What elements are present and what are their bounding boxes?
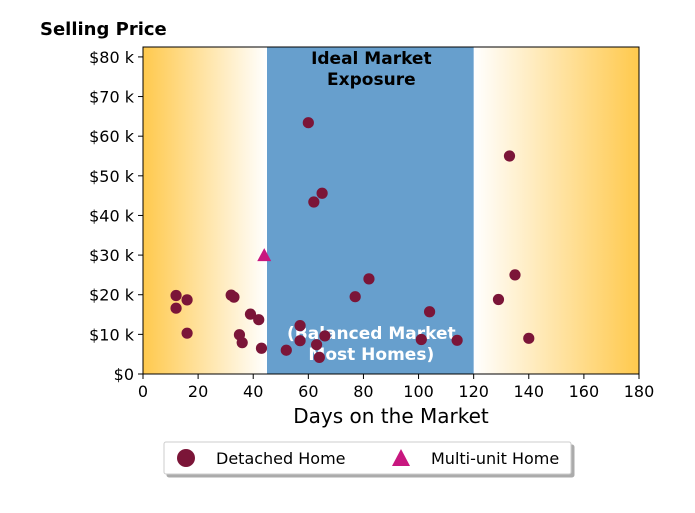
legend-label-detached-home: Detached Home: [216, 449, 346, 468]
y-tick-label: $20 k: [89, 286, 135, 305]
data-point-detached-22: [415, 333, 427, 346]
y-tick-label: $30 k: [89, 246, 135, 265]
data-point-detached-7: [236, 337, 248, 349]
x-tick-label: 20: [188, 382, 208, 401]
data-point-detached-10: [255, 342, 268, 354]
data-point-detached-26: [503, 150, 516, 162]
data-point-detached-20: [349, 291, 361, 303]
x-tick-label: 140: [514, 382, 545, 401]
y-tick-label: $50 k: [89, 167, 135, 186]
legend-box: [163, 441, 572, 475]
data-points: [170, 117, 535, 363]
data-point-detached-12: [294, 320, 306, 332]
data-point-detached-16: [311, 339, 323, 351]
x-tick-label: 60: [298, 382, 318, 401]
legend: Detached Home Multi-unit Home: [163, 441, 572, 475]
data-point-detached-21: [363, 273, 375, 285]
data-point-detached-14: [302, 117, 314, 129]
data-point-detached-8: [244, 308, 257, 320]
plot-frame: [142, 46, 640, 375]
y-tick-label: $60 k: [89, 127, 135, 146]
x-axis: 0 20 40 60 80 100 120 140 160 180: [138, 374, 654, 401]
region-label-top: Ideal Market Exposure: [311, 49, 432, 90]
legend-label-multi-unit-home: Multi-unit Home: [431, 449, 559, 468]
data-point-detached-23: [423, 306, 436, 318]
data-point-detached-27: [509, 269, 521, 281]
x-tick-label: 180: [624, 382, 655, 401]
data-point-detached-3: [181, 327, 193, 339]
data-point-detached-24: [451, 334, 463, 346]
x-tick-label: 120: [458, 382, 489, 401]
legend-marker-multi-unit-home: [392, 449, 410, 466]
x-axis-label: Days on the Market: [293, 404, 489, 428]
y-tick-label: $80 k: [89, 48, 135, 67]
data-point-detached-11: [280, 344, 292, 356]
data-point-detached-17: [313, 351, 325, 363]
data-point-detached-0: [170, 289, 182, 302]
y-tick-label: $40 k: [89, 206, 135, 225]
y-tick-label: $0: [114, 365, 134, 384]
y-tick-label: $10 k: [89, 325, 135, 344]
data-point-detached-5: [228, 291, 240, 303]
data-point-detached-13: [294, 335, 306, 347]
y-axis: $0 $10 k $20 k $30 k $40 k $50 k $60 k $70 k $80…: [89, 48, 143, 384]
data-point-detached-18: [316, 187, 328, 199]
x-tick-label: 40: [243, 382, 263, 401]
region-1: [267, 47, 474, 374]
background-regions: [143, 47, 639, 374]
data-point-detached-28: [523, 332, 535, 344]
data-point-detached-15: [308, 196, 320, 208]
x-tick-label: 0: [138, 382, 148, 401]
x-tick-label: 80: [353, 382, 373, 401]
data-point-multi-unit-0: [257, 248, 272, 262]
data-point-detached-9: [253, 314, 265, 326]
data-point-detached-19: [319, 330, 331, 342]
chart-title: Selling Price: [40, 19, 167, 40]
y-tick-label: $70 k: [89, 88, 135, 107]
legend-marker-detached-home: [177, 449, 195, 467]
region-0: [143, 47, 267, 374]
x-tick-label: 160: [569, 382, 600, 401]
data-point-detached-1: [170, 302, 182, 314]
region-2: [473, 47, 639, 374]
data-point-detached-25: [492, 293, 505, 306]
x-tick-label: 100: [403, 382, 434, 401]
data-point-detached-2: [181, 294, 193, 306]
